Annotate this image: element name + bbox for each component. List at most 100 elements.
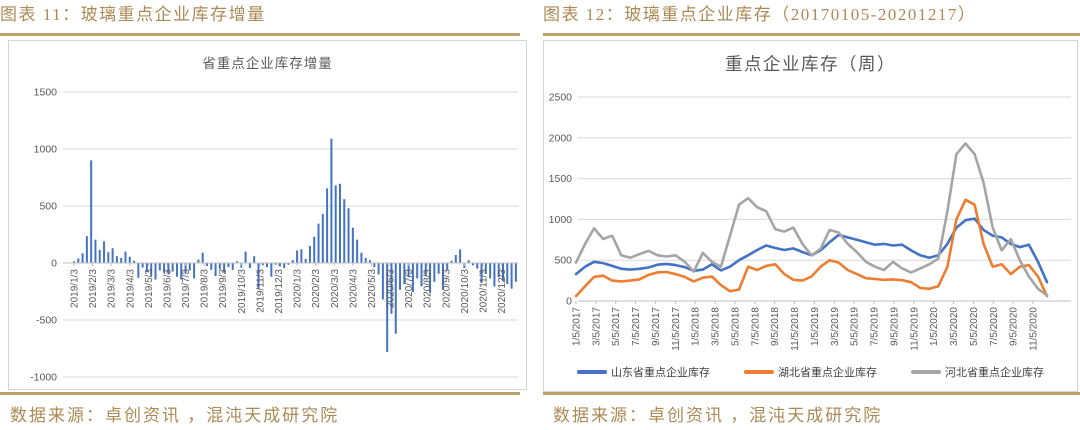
- x-axis-label: 2019/11/3: [255, 269, 266, 313]
- bar: [446, 263, 449, 271]
- x-axis-label: 2019/10/3: [237, 269, 248, 314]
- y-axis-label: 1500: [34, 87, 58, 99]
- x-axis-label: 7/5/2017: [631, 307, 642, 346]
- figure-12-panel: 图表 12：玻璃重点企业库存（20170105-20201217） 重点企业库存…: [543, 0, 1080, 430]
- bar: [300, 249, 303, 263]
- x-axis-label: 1/5/2018: [691, 307, 702, 346]
- bar: [73, 261, 75, 263]
- bar: [424, 263, 427, 277]
- bar: [514, 263, 517, 282]
- x-axis-label: 1/5/2020: [929, 307, 940, 346]
- bar: [429, 263, 432, 293]
- bar: [296, 250, 299, 263]
- legend-item-hubei: 湖北省重点企业库存: [744, 364, 877, 380]
- bar: [214, 263, 217, 277]
- bar: [244, 251, 247, 263]
- x-axis-label: 9/5/2019: [889, 307, 900, 346]
- figure-12-line-chart: 1/5/2017 3/5/2017 5/5/2017 7/5/2017 9/5/2017…: [549, 92, 1071, 351]
- bar: [459, 249, 462, 263]
- bar: [274, 263, 277, 265]
- bar: [502, 263, 504, 281]
- bar: [141, 263, 144, 268]
- x-axis-label: 2019/5/3: [144, 269, 155, 308]
- x-axis-ticks: [73, 263, 503, 266]
- x-axis-label: 2020/2/3: [311, 269, 322, 308]
- bar: [510, 263, 513, 289]
- bar: [467, 260, 470, 263]
- x-axis-label: 2019/6/3: [162, 269, 173, 308]
- y-axis-label: 500: [554, 255, 572, 267]
- bar: [236, 261, 239, 263]
- figure-11-source: 数据来源：卓创资讯 ，混沌天成研究院: [0, 392, 520, 426]
- bar: [407, 263, 410, 278]
- bar: [454, 255, 457, 263]
- bar: [85, 236, 88, 263]
- figure-11-chart-box: 省重点企业库存增量 2019/1/3 2019/2/3 2019/3/3 2019/4…: [8, 40, 527, 390]
- bar: [248, 263, 251, 269]
- bar: [133, 260, 136, 263]
- bar: [283, 263, 286, 269]
- bar: [223, 263, 226, 273]
- legend-swatch-shandong: [577, 370, 607, 374]
- bar: [471, 263, 474, 266]
- x-axis-label: 9/5/2017: [651, 307, 662, 346]
- x-axis-label: 2020/8/3: [423, 269, 434, 308]
- bar: [317, 223, 320, 263]
- x-axis-label: 2019/4/3: [125, 269, 136, 308]
- bar: [124, 251, 127, 263]
- figure-11-chart-title: 省重点企业库存增量: [202, 56, 333, 71]
- bar: [399, 263, 402, 290]
- figure-12-chart-title: 重点企业库存（周）: [725, 54, 896, 74]
- bar: [193, 263, 196, 279]
- x-axis-label: 2019/9/3: [218, 269, 229, 308]
- bar: [90, 160, 93, 263]
- bar: [489, 263, 492, 279]
- y-axis-label: 500: [39, 201, 57, 213]
- bar: [266, 263, 269, 267]
- bar: [287, 263, 290, 265]
- bar: [493, 263, 496, 287]
- bar: [377, 263, 380, 275]
- x-axis-label: 2020/10/3: [460, 269, 471, 314]
- bar: [381, 263, 384, 300]
- bar: [184, 263, 187, 274]
- bar: [304, 259, 307, 263]
- bar: [175, 263, 178, 277]
- bar: [94, 239, 97, 263]
- bar: [313, 236, 316, 263]
- bar: [326, 188, 329, 263]
- bar: [506, 263, 509, 285]
- x-axis-labels: 1/5/2017 3/5/2017 5/5/2017 7/5/2017 9/5/2017…: [572, 307, 1040, 351]
- bar: [351, 227, 354, 263]
- bar: [137, 263, 140, 278]
- bar: [441, 263, 444, 290]
- bar: [188, 263, 191, 271]
- x-axis-label: 2020/11/3: [479, 269, 490, 313]
- bar: [476, 263, 479, 269]
- bar: [180, 263, 183, 280]
- bar: [343, 199, 346, 263]
- x-axis-label: 2020/7/3: [404, 269, 415, 308]
- bar: [278, 263, 281, 267]
- bar: [321, 213, 324, 263]
- bar: [270, 263, 273, 277]
- bar: [77, 258, 80, 263]
- bar: [150, 263, 153, 277]
- x-axis-label: 2020/5/3: [367, 269, 378, 308]
- x-axis-label: 9/5/2018: [770, 307, 781, 346]
- bar: [167, 263, 170, 275]
- y-axis-label: 1000: [34, 144, 58, 156]
- x-axis-label: 5/5/2020: [969, 307, 980, 346]
- legend-label-hubei: 湖北省重点企业库存: [778, 367, 877, 379]
- bar: [330, 138, 333, 263]
- bar: [338, 183, 341, 263]
- bar: [107, 252, 110, 263]
- bar: [111, 248, 114, 263]
- x-axis-label: 2020/3/3: [330, 269, 341, 308]
- bar: [450, 260, 453, 263]
- bar: [120, 257, 123, 263]
- x-axis-label: 11/5/2020: [1029, 307, 1040, 351]
- x-axis-label: 3/5/2018: [711, 307, 722, 346]
- bar: [497, 263, 500, 278]
